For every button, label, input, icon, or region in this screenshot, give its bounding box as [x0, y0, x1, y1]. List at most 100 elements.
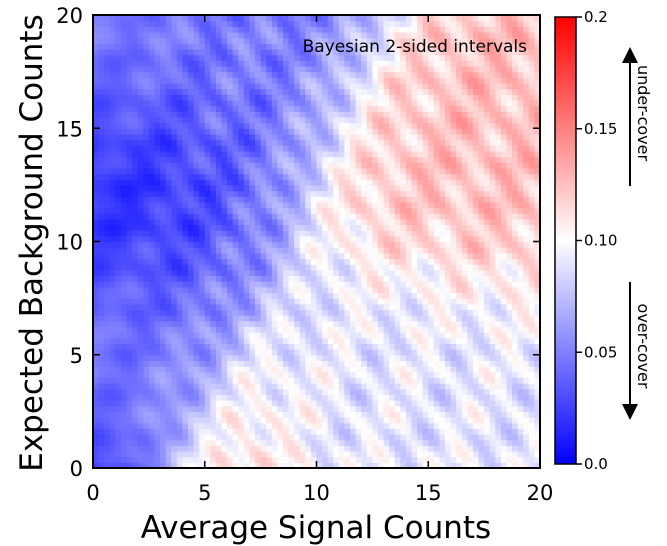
heatmap-cell: [177, 394, 183, 400]
heatmap-cell: [182, 106, 188, 112]
heatmap-cell: [99, 270, 105, 276]
heatmap-cell: [277, 202, 283, 208]
heatmap-cell: [233, 236, 239, 242]
heatmap-cell: [216, 287, 222, 293]
heatmap-cell: [300, 406, 306, 412]
heatmap-cell: [154, 174, 160, 180]
heatmap-cell: [99, 440, 105, 446]
heatmap-cell: [356, 94, 362, 100]
heatmap-cell: [233, 366, 239, 372]
heatmap-cell: [384, 60, 390, 66]
heatmap-cell: [171, 191, 177, 197]
heatmap-cell: [350, 258, 356, 264]
heatmap-cell: [222, 162, 228, 168]
heatmap-cell: [143, 258, 149, 264]
heatmap-cell: [244, 162, 250, 168]
heatmap-cell: [177, 298, 183, 304]
heatmap-cell: [283, 457, 289, 463]
heatmap-cell: [339, 343, 345, 349]
heatmap-cell: [216, 304, 222, 310]
heatmap-cell: [428, 406, 434, 412]
heatmap-cell: [361, 26, 367, 32]
heatmap-cell: [333, 428, 339, 434]
heatmap-cell: [104, 338, 110, 344]
heatmap-cell: [127, 287, 133, 293]
heatmap-cell: [333, 106, 339, 112]
heatmap-cell: [378, 400, 384, 406]
heatmap-cell: [166, 213, 172, 219]
heatmap-cell: [272, 77, 278, 83]
heatmap-cell: [439, 338, 445, 344]
heatmap-cell: [194, 196, 200, 202]
heatmap-cell: [216, 89, 222, 95]
heatmap-cell: [372, 123, 378, 129]
heatmap-cell: [272, 355, 278, 361]
heatmap-cell: [350, 309, 356, 315]
heatmap-cell: [115, 360, 121, 366]
heatmap-cell: [154, 196, 160, 202]
heatmap-cell: [205, 343, 211, 349]
heatmap-cell: [261, 377, 267, 383]
heatmap-cell: [317, 247, 323, 253]
heatmap-cell: [322, 400, 328, 406]
heatmap-cell: [177, 21, 183, 27]
heatmap-cell: [400, 140, 406, 146]
heatmap-cell: [266, 298, 272, 304]
heatmap-cell: [428, 111, 434, 117]
heatmap-cell: [339, 162, 345, 168]
heatmap-cell: [300, 440, 306, 446]
heatmap-cell: [255, 298, 261, 304]
heatmap-cell: [367, 123, 373, 129]
heatmap-cell: [356, 292, 362, 298]
heatmap-cell: [372, 264, 378, 270]
heatmap-cell: [210, 394, 216, 400]
heatmap-cell: [127, 360, 133, 366]
heatmap-cell: [333, 94, 339, 100]
heatmap-cell: [305, 349, 311, 355]
heatmap-cell: [244, 83, 250, 89]
heatmap-cell: [395, 434, 401, 440]
heatmap-cell: [127, 128, 133, 134]
heatmap-cell: [227, 406, 233, 412]
heatmap-cell: [194, 360, 200, 366]
heatmap-cell: [344, 123, 350, 129]
heatmap-cell: [266, 157, 272, 163]
heatmap-cell: [266, 383, 272, 389]
heatmap-cell: [439, 411, 445, 417]
heatmap-cell: [361, 213, 367, 219]
heatmap-cell: [333, 111, 339, 117]
heatmap-cell: [266, 355, 272, 361]
heatmap-cell: [305, 66, 311, 72]
heatmap-cell: [344, 83, 350, 89]
heatmap-cell: [311, 394, 317, 400]
heatmap-cell: [143, 151, 149, 157]
heatmap-cell: [311, 355, 317, 361]
heatmap-cell: [400, 253, 406, 259]
heatmap-cell: [350, 21, 356, 27]
heatmap-cell: [233, 43, 239, 49]
heatmap-cell: [356, 134, 362, 140]
heatmap-cell: [417, 377, 423, 383]
heatmap-cell: [339, 21, 345, 27]
heatmap-cell: [227, 32, 233, 38]
heatmap-cell: [233, 360, 239, 366]
heatmap-cell: [406, 230, 412, 236]
heatmap-cell: [249, 258, 255, 264]
heatmap-cell: [233, 94, 239, 100]
heatmap-cell: [104, 383, 110, 389]
heatmap-cell: [149, 128, 155, 134]
heatmap-cell: [389, 349, 395, 355]
heatmap-cell: [194, 128, 200, 134]
heatmap-cell: [439, 275, 445, 281]
heatmap-cell: [104, 191, 110, 197]
heatmap-cell: [395, 117, 401, 123]
heatmap-cell: [283, 157, 289, 163]
heatmap-cell: [344, 406, 350, 412]
heatmap-cell: [389, 287, 395, 293]
heatmap-cell: [333, 123, 339, 129]
heatmap-cell: [361, 406, 367, 412]
heatmap-cell: [104, 236, 110, 242]
heatmap-cell: [115, 338, 121, 344]
heatmap-cell: [372, 208, 378, 214]
heatmap-cell: [104, 32, 110, 38]
